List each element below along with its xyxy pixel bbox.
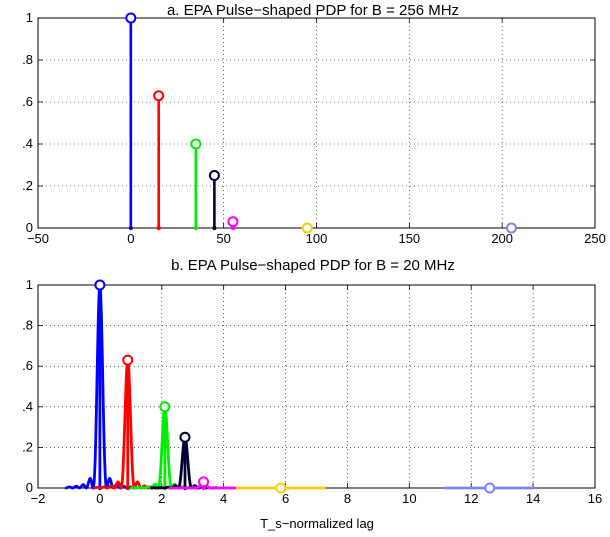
x-tick-label: 10 (402, 491, 416, 506)
y-tick-label: .4 (22, 399, 33, 414)
y-tick-label: .8 (22, 318, 33, 333)
x-tick-label: 0 (127, 231, 134, 246)
stem-base (156, 225, 161, 231)
stem-marker (301, 222, 313, 234)
stem-marker (190, 138, 202, 150)
y-tick-label: 1 (26, 277, 33, 292)
x-tick-label: 8 (344, 491, 351, 506)
stem-marker (275, 482, 287, 494)
chart-a: a. EPA Pulse−shaped PDP for B = 256 MHz … (22, 2, 606, 246)
stem-marker (122, 354, 134, 366)
y-tick-label: .6 (22, 94, 33, 109)
y-tick-label: 1 (26, 10, 33, 25)
x-tick-label: −2 (31, 491, 46, 506)
stem-base (125, 485, 130, 491)
x-tick-label: 150 (398, 231, 420, 246)
stem-marker (159, 401, 171, 413)
y-tick-label: .2 (22, 178, 33, 193)
x-tick-label: 200 (491, 231, 513, 246)
stem-marker (227, 216, 239, 228)
x-tick-label: 2 (158, 491, 165, 506)
x-tick-label: 16 (588, 491, 602, 506)
stem-marker (94, 279, 106, 291)
y-tick-label: .2 (22, 439, 33, 454)
plot-frame (37, 284, 596, 489)
x-tick-label: 4 (220, 491, 227, 506)
stem-marker (484, 482, 496, 494)
y-tick-label: 0 (26, 480, 33, 495)
stem-marker (153, 90, 165, 102)
chart-b-x-axis-label: T_s−normalized lag (260, 516, 374, 531)
stem-base (128, 225, 134, 231)
stem-marker (125, 12, 137, 24)
chart-b-title: b. EPA Pulse−shaped PDP for B = 20 MHz (171, 257, 455, 274)
y-tick-label: .6 (22, 358, 33, 373)
x-tick-label: −50 (27, 231, 49, 246)
stem-marker (198, 476, 210, 488)
stem-marker (505, 222, 517, 234)
stem-marker (179, 431, 191, 443)
stem-base (212, 225, 217, 231)
stem-marker (208, 170, 220, 181)
x-tick-label: 12 (464, 491, 478, 506)
x-tick-label: 0 (96, 491, 103, 506)
chart-b: b. EPA Pulse−shaped PDP for B = 20 MHz T… (22, 257, 602, 531)
x-tick-label: 14 (526, 491, 540, 506)
x-tick-label: 100 (306, 231, 328, 246)
y-tick-label: .4 (22, 136, 33, 151)
chart-a-title: a. EPA Pulse−shaped PDP for B = 256 MHz (167, 2, 459, 19)
y-tick-label: 0 (26, 220, 33, 235)
stem-base (193, 225, 199, 231)
y-tick-label: .8 (22, 52, 33, 67)
x-tick-label: 6 (282, 491, 289, 506)
x-tick-label: 50 (216, 231, 230, 246)
x-tick-label: 250 (584, 231, 606, 246)
